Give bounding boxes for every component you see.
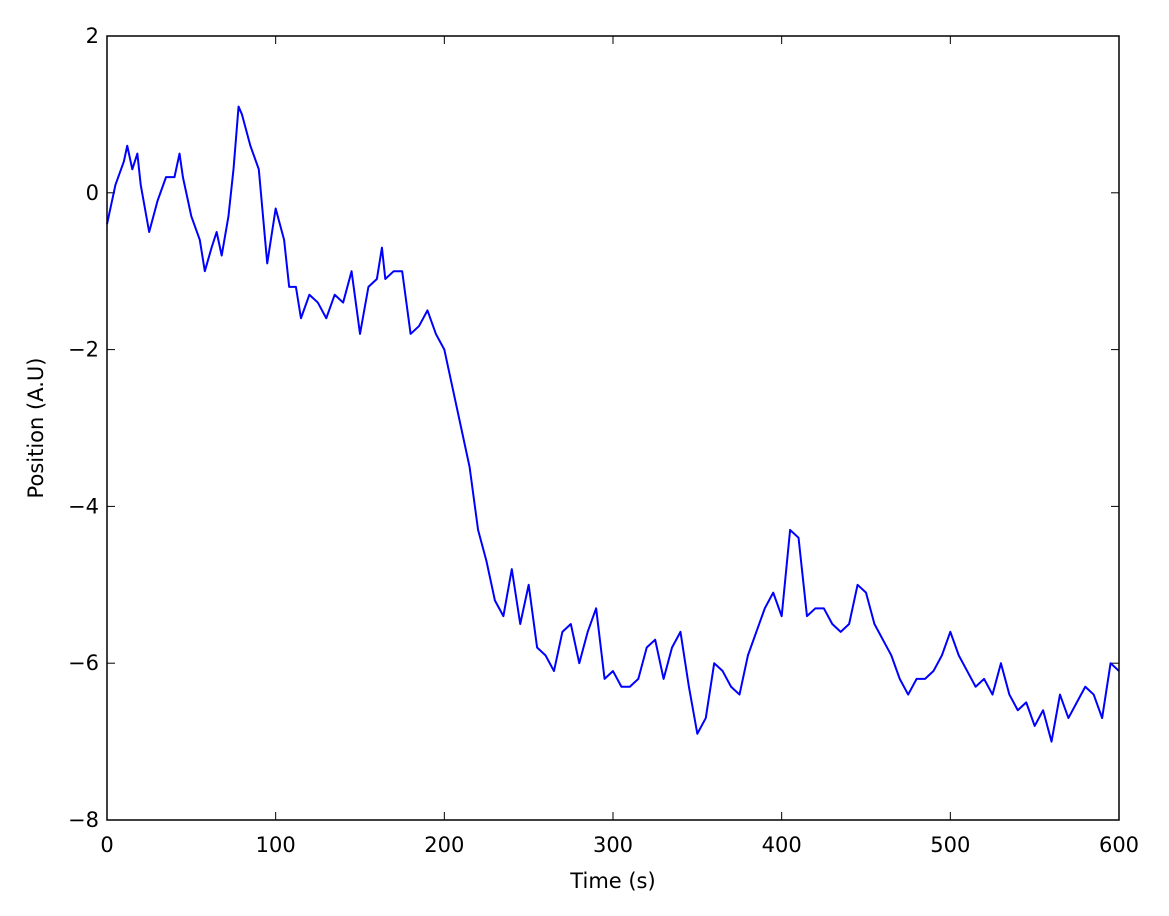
x-tick-label: 300 <box>593 833 633 857</box>
x-tick-label: 500 <box>930 833 970 857</box>
x-tick-label: 200 <box>424 833 464 857</box>
y-tick-label: −4 <box>68 494 99 518</box>
y-tick-label: 0 <box>86 181 99 205</box>
y-tick-label: −6 <box>68 651 99 675</box>
x-tick-label: 400 <box>762 833 802 857</box>
x-tick-label: 600 <box>1099 833 1139 857</box>
x-axis-label: Time (s) <box>569 869 655 893</box>
x-tick-label: 0 <box>100 833 113 857</box>
y-tick-label: −8 <box>68 808 99 832</box>
y-axis-label: Position (A.U) <box>24 358 48 499</box>
data-line <box>106 105 1120 743</box>
y-tick-label: 2 <box>86 24 99 48</box>
plot-frame <box>106 35 1120 821</box>
x-tick-label: 100 <box>256 833 296 857</box>
y-tick-label: −2 <box>68 338 99 362</box>
